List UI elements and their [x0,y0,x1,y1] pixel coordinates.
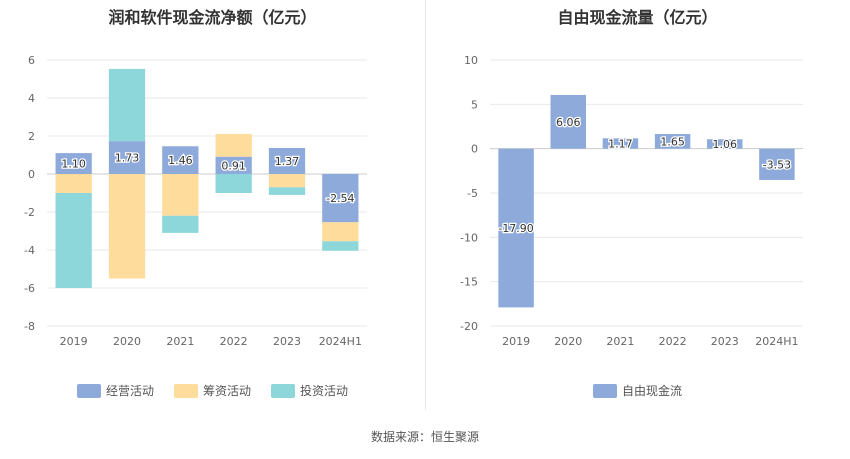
bar-segment [268,187,306,195]
y-tick-label: 0 [28,168,35,181]
bar-segment [162,174,199,216]
x-tick-label: 2023 [273,335,301,348]
bar-segment [268,174,306,188]
legend-label: 投资活动 [300,384,349,398]
bar-segment [322,241,359,251]
y-tick-label: -6 [24,282,35,295]
x-tick-label: 2022 [659,335,687,348]
bar-segment [707,139,743,149]
data-source-note: 数据来源：恒生聚源 [370,430,479,444]
bar-segment [215,156,252,174]
legend-swatch [173,383,198,398]
y-tick-label: 6 [28,54,35,67]
left-chart-legend: 经营活动 筹资活动 投资活动 [0,382,425,399]
bar-segment [498,148,534,308]
data-label: -17.90 [498,222,533,235]
y-tick-label: 4 [28,92,35,105]
legend-swatch [76,383,101,398]
left-chart-panel: 润和软件现金流净额（亿元） -8 -6 -4 -2 0 2 4 6 1.10 1.73 1.46 0.… [0,0,425,410]
legend-item[interactable]: 经营活动 [76,382,154,399]
legend-swatch [271,383,295,398]
legend-label: 筹资活动 [202,384,251,398]
data-label: 6.06 [556,116,581,129]
data-label: 1.37 [275,155,300,168]
bar-segment [108,68,146,142]
y-tick-label: -4 [24,244,35,257]
bar-segment [108,141,146,174]
data-label: 1.17 [608,137,633,150]
right-chart-svg: -20 -15 -10 -5 0 5 10 -17.90 6.06 1.17 1.65 1.06 -3.… [460,54,803,348]
data-label: 0.91 [221,159,246,172]
bar-segment [55,193,92,288]
bar-segment [215,174,252,193]
x-tick-label: 2024H1 [319,335,362,348]
bar-segment [108,174,146,279]
bar-segment [162,215,199,233]
right-chart-title: 自由现金流量（亿元） [557,8,718,27]
y-tick-label: -20 [460,320,478,333]
legend-label: 经营活动 [105,384,154,398]
bar-segment [55,174,92,193]
data-label: -2.54 [326,192,354,205]
legend-item[interactable]: 筹资活动 [173,382,251,399]
bar-segment [55,153,92,174]
bar-segment [322,174,359,223]
y-tick-label: 5 [471,98,478,111]
bar-segment [322,222,359,242]
y-tick-label: -2 [24,206,35,219]
y-tick-label: -5 [467,187,478,200]
legend-label: 自由现金流 [621,384,682,398]
left-chart-svg: -8 -6 -4 -2 0 2 4 6 1.10 1.73 1.46 0.91 1.37 -2.54 201… [24,54,367,348]
data-label: 1.10 [61,158,86,171]
y-tick-label: 2 [28,130,35,143]
x-tick-label: 2020 [113,335,141,348]
y-tick-label: 0 [471,143,478,156]
data-label: -3.53 [763,158,791,171]
legend-swatch [592,383,617,398]
x-tick-label: 2019 [60,335,88,348]
legend-item[interactable]: 自由现金流 [592,382,682,399]
bar-segment [215,133,252,157]
data-label: 1.06 [713,138,738,151]
y-tick-label: -15 [460,276,478,289]
data-label: 1.65 [660,135,685,148]
y-tick-label: 10 [464,54,478,67]
x-tick-label: 2021 [166,335,194,348]
y-tick-label: -8 [24,320,35,333]
bar-segment [759,148,795,180]
bar-segment [602,138,639,149]
y-tick-label: -10 [460,231,478,244]
left-chart-title: 润和软件现金流净额（亿元） [108,8,317,27]
data-label: 1.46 [168,154,193,167]
x-tick-label: 2020 [554,335,582,348]
x-tick-label: 2022 [220,335,248,348]
bar-segment [268,147,306,174]
right-chart-panel: 自由现金流量（亿元） -20 -15 -10 -5 0 5 10 -17.90 6.06 1.17… [425,0,850,410]
bar-segment [162,146,199,174]
panel-divider [425,0,426,410]
right-chart-legend: 自由现金流 [425,382,850,399]
x-tick-label: 2023 [711,335,739,348]
x-tick-label: 2019 [502,335,530,348]
bar-segment [550,94,586,149]
data-label: 1.73 [115,152,140,165]
legend-item[interactable]: 投资活动 [271,382,348,399]
x-tick-label: 2021 [606,335,634,348]
bar-segment [654,134,691,149]
x-tick-label: 2024H1 [755,335,798,348]
